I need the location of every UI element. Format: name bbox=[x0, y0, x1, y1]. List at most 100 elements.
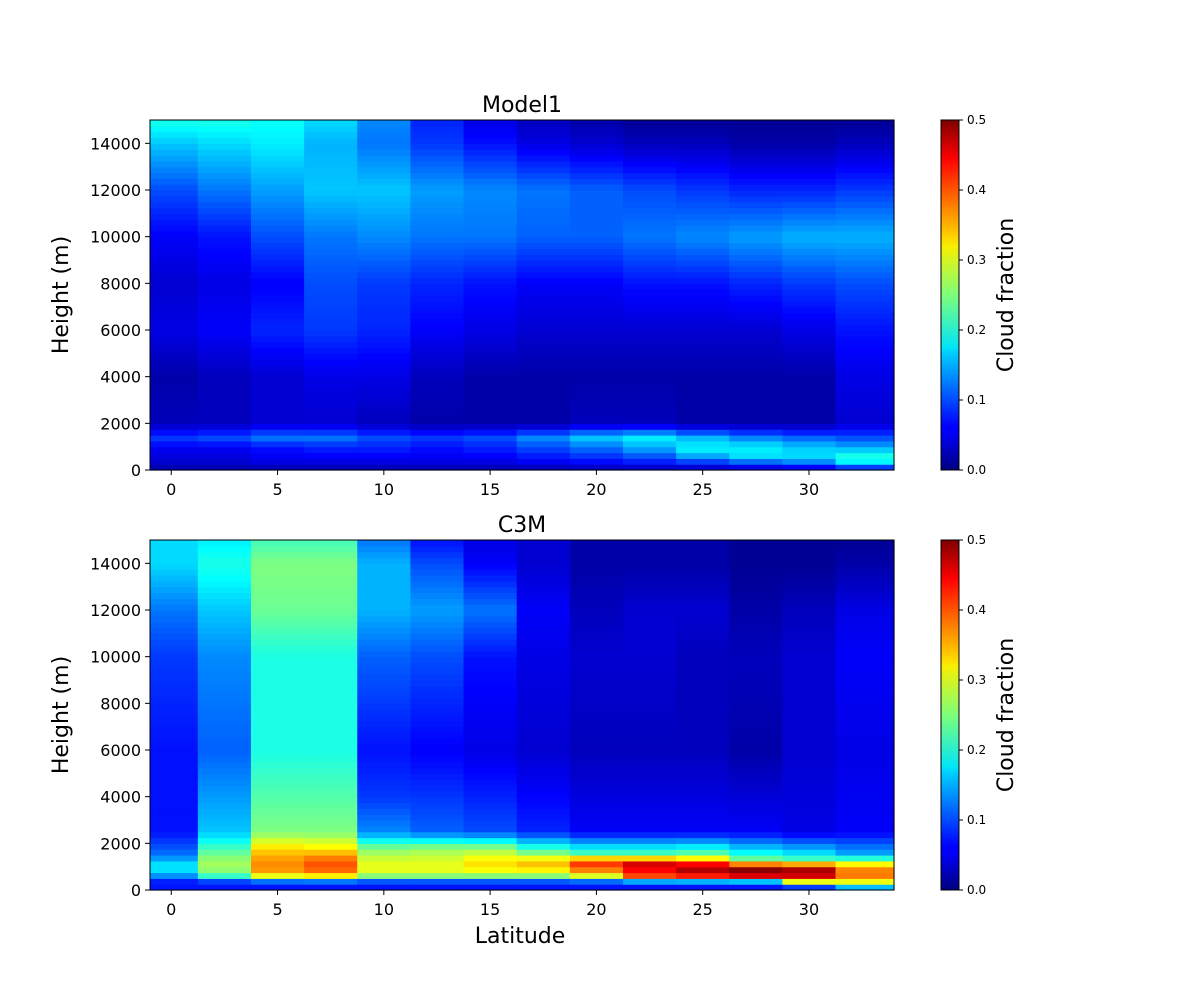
heatmap-cell bbox=[410, 674, 465, 681]
heatmap-cell bbox=[463, 668, 518, 675]
heatmap-cell bbox=[304, 808, 358, 815]
heatmap-cell bbox=[250, 370, 305, 378]
heatmap-cell bbox=[304, 790, 358, 798]
heatmap-cell bbox=[729, 400, 783, 407]
heatmap-cell bbox=[197, 633, 252, 640]
heatmap-cell bbox=[835, 370, 895, 378]
heatmap-cell bbox=[304, 732, 358, 739]
heatmap-cell bbox=[150, 219, 199, 226]
heatmap-cell bbox=[729, 680, 783, 687]
heatmap-cell bbox=[463, 318, 518, 325]
heatmap-cell bbox=[463, 575, 518, 582]
heatmap-cell bbox=[150, 213, 199, 220]
heatmap-cell bbox=[729, 645, 783, 652]
heatmap-cell bbox=[622, 411, 677, 419]
heatmap-cell bbox=[410, 172, 465, 179]
heatmap-cell bbox=[569, 878, 624, 885]
heatmap-cell bbox=[304, 656, 358, 664]
heatmap-cell bbox=[357, 213, 411, 220]
heatmap-cell bbox=[676, 662, 730, 669]
heatmap-cell bbox=[835, 738, 895, 745]
heatmap-cell bbox=[197, 610, 252, 617]
heatmap-cell bbox=[622, 230, 677, 238]
heatmap-cell bbox=[463, 645, 518, 652]
heatmap-cell bbox=[835, 376, 895, 384]
heatmap-cell bbox=[782, 674, 837, 681]
heatmap-cell bbox=[250, 318, 305, 325]
heatmap-cell bbox=[622, 575, 677, 582]
heatmap-cell bbox=[729, 446, 783, 454]
heatmap-cell bbox=[622, 820, 677, 827]
heatmap-cell bbox=[357, 423, 411, 430]
heatmap-cell bbox=[250, 761, 305, 769]
heatmap-cell bbox=[197, 370, 252, 378]
heatmap-cell bbox=[729, 627, 783, 634]
heatmap-cell bbox=[782, 312, 837, 319]
heatmap-cell bbox=[357, 615, 411, 623]
heatmap-cell bbox=[569, 254, 624, 261]
heatmap-cell bbox=[250, 755, 305, 763]
heatmap-cell bbox=[250, 779, 305, 786]
heatmap-cell bbox=[782, 464, 837, 471]
heatmap-cell bbox=[197, 347, 252, 354]
heatmap-cell bbox=[463, 230, 518, 238]
heatmap-cell bbox=[463, 767, 518, 774]
heatmap-cell bbox=[410, 820, 465, 827]
heatmap-cell bbox=[782, 668, 837, 675]
heatmap-cell bbox=[250, 271, 305, 279]
heatmap-cell bbox=[516, 405, 571, 413]
heatmap-cell bbox=[250, 160, 305, 168]
y-tick-label: 12000 bbox=[90, 601, 141, 620]
heatmap-cell bbox=[782, 382, 837, 389]
heatmap-cell bbox=[250, 808, 305, 815]
heatmap-cell bbox=[676, 831, 730, 839]
heatmap-cell bbox=[250, 656, 305, 664]
heatmap-cell bbox=[569, 230, 624, 238]
heatmap-cell bbox=[516, 254, 571, 261]
heatmap-cell bbox=[357, 773, 411, 780]
heatmap-cell bbox=[835, 750, 895, 757]
y-axis-label: Height (m) bbox=[49, 656, 74, 774]
heatmap-cell bbox=[516, 160, 571, 168]
heatmap-cell bbox=[782, 656, 837, 664]
heatmap-cell bbox=[463, 137, 518, 144]
heatmap-cell bbox=[516, 767, 571, 774]
heatmap-cell bbox=[516, 388, 571, 395]
heatmap-cell bbox=[250, 744, 305, 751]
heatmap-cell bbox=[197, 265, 252, 273]
heatmap-cell bbox=[250, 125, 305, 133]
heatmap-cell bbox=[357, 639, 411, 646]
heatmap-cell bbox=[150, 720, 199, 728]
heatmap-cell bbox=[357, 172, 411, 179]
heatmap-cell bbox=[835, 324, 895, 331]
heatmap-cell bbox=[197, 254, 252, 261]
heatmap-cell bbox=[729, 271, 783, 279]
heatmap-cell bbox=[835, 260, 895, 267]
heatmap-cell bbox=[304, 580, 358, 588]
heatmap-cell bbox=[197, 283, 252, 290]
heatmap-cell bbox=[463, 685, 518, 693]
heatmap-cell bbox=[463, 260, 518, 267]
heatmap-cell bbox=[463, 300, 518, 308]
heatmap-cell bbox=[197, 376, 252, 384]
heatmap-cell bbox=[569, 540, 624, 547]
heatmap-cell bbox=[516, 779, 571, 786]
heatmap-cell bbox=[782, 435, 837, 442]
heatmap-cell bbox=[463, 814, 518, 821]
heatmap-cell bbox=[357, 569, 411, 576]
heatmap-cell bbox=[835, 767, 895, 774]
heatmap-cell bbox=[569, 761, 624, 769]
heatmap-cell bbox=[569, 271, 624, 279]
heatmap-cell bbox=[357, 120, 411, 127]
heatmap-cell bbox=[197, 201, 252, 209]
heatmap-cell bbox=[410, 668, 465, 675]
heatmap-cell bbox=[835, 656, 895, 664]
colorbar-tick-label: 0.2 bbox=[967, 743, 986, 757]
heatmap-cell bbox=[463, 195, 518, 203]
heatmap-cell bbox=[516, 178, 571, 185]
heatmap-cell bbox=[250, 190, 305, 197]
heatmap-cell bbox=[357, 598, 411, 605]
heatmap-cell bbox=[197, 242, 252, 249]
